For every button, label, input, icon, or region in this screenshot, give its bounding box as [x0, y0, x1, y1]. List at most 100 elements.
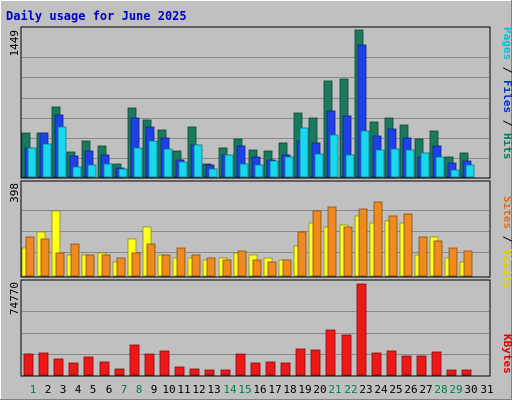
bar-sites-day-6 — [101, 254, 111, 277]
legend-hits-files-pages: Pages / Files / Hits — [501, 27, 512, 160]
bar-pages-day-21 — [329, 134, 339, 178]
bar-sites-day-12 — [191, 254, 201, 277]
bar-pages-day-27 — [420, 152, 430, 178]
x-tick-label: 7 — [121, 383, 128, 396]
bar-kbytes-day-23 — [356, 283, 367, 376]
bar-sites-day-15 — [237, 250, 247, 277]
bar-pages-day-5 — [87, 164, 97, 178]
x-tick-label: 1 — [30, 383, 37, 396]
bar-pages-day-3 — [57, 126, 67, 178]
bar-pages-day-12 — [193, 144, 203, 178]
bar-sites-day-26 — [403, 213, 413, 277]
x-tick-label: 12 — [192, 383, 205, 396]
bar-pages-day-22 — [345, 154, 355, 178]
x-tick-label: 16 — [253, 383, 266, 396]
bar-sites-day-19 — [297, 231, 307, 277]
y-max-label-sites: 398 — [8, 183, 21, 203]
x-tick-label: 11 — [177, 383, 190, 396]
bar-sites-day-23 — [358, 208, 368, 277]
bar-pages-day-11 — [178, 161, 188, 178]
x-tick-label: 27 — [419, 383, 432, 396]
x-tick-label: 30 — [464, 383, 477, 396]
x-tick-label: 6 — [106, 383, 113, 396]
bar-sites-day-13 — [206, 257, 216, 277]
bar-pages-day-15 — [239, 163, 249, 178]
bar-kbytes-day-28 — [431, 351, 442, 376]
bar-pages-day-10 — [163, 148, 173, 178]
x-tick-label: 9 — [151, 383, 158, 396]
bar-sites-day-1 — [25, 236, 35, 277]
bar-kbytes-day-7 — [114, 368, 125, 376]
bar-kbytes-day-18 — [280, 362, 291, 376]
bar-pages-day-13 — [208, 168, 218, 178]
x-tick-label: 25 — [389, 383, 402, 396]
bar-pages-day-18 — [284, 156, 294, 178]
legend-files: Files — [501, 80, 512, 113]
x-tick-label: 31 — [480, 383, 493, 396]
bar-kbytes-day-30 — [461, 369, 472, 376]
legend-sep: / — [501, 60, 512, 80]
bar-kbytes-day-16 — [250, 362, 261, 376]
bar-pages-day-9 — [148, 140, 158, 178]
bar-kbytes-day-5 — [83, 356, 94, 376]
bar-sites-day-17 — [267, 261, 277, 277]
bar-sites-day-4 — [70, 243, 80, 277]
bar-pages-day-8 — [133, 147, 143, 178]
bar-kbytes-day-8 — [129, 344, 140, 376]
x-tick-label: 2 — [45, 383, 52, 396]
bar-kbytes-day-22 — [341, 334, 352, 376]
x-tick-label: 4 — [75, 383, 82, 396]
panel-kbytes-area — [20, 279, 491, 377]
x-tick-label: 8 — [136, 383, 143, 396]
bar-pages-day-2 — [42, 143, 52, 178]
x-tick-label: 3 — [60, 383, 67, 396]
bar-sites-day-22 — [343, 226, 353, 277]
bar-kbytes-day-1 — [23, 353, 34, 376]
bar-sites-day-2 — [40, 238, 50, 277]
bar-pages-day-16 — [254, 164, 264, 178]
bar-kbytes-day-26 — [401, 355, 412, 376]
bar-pages-day-24 — [375, 149, 385, 178]
bar-pages-day-25 — [390, 148, 400, 178]
bar-kbytes-day-10 — [159, 350, 170, 376]
bar-kbytes-day-27 — [416, 355, 427, 376]
bar-sites-day-7 — [116, 257, 126, 277]
y-max-label-kbytes: 74770 — [8, 282, 21, 315]
x-tick-label: 10 — [162, 383, 175, 396]
x-tick-label: 22 — [344, 383, 357, 396]
legend-sites-visits: Sites / Visits — [501, 196, 512, 289]
bar-sites-day-9 — [146, 243, 156, 277]
x-tick-label: 29 — [449, 383, 462, 396]
bar-kbytes-day-9 — [144, 353, 155, 376]
legend-pages: Pages — [501, 27, 512, 60]
bar-kbytes-day-11 — [174, 366, 185, 376]
bar-kbytes-day-15 — [235, 353, 246, 376]
x-tick-label: 18 — [283, 383, 296, 396]
bar-sites-day-11 — [176, 247, 186, 277]
x-tick-label: 13 — [207, 383, 220, 396]
bar-pages-day-17 — [269, 160, 279, 178]
bar-sites-day-27 — [418, 236, 428, 277]
bar-sites-day-3 — [55, 252, 65, 277]
bar-kbytes-day-2 — [38, 352, 49, 376]
bar-pages-day-14 — [224, 154, 234, 178]
legend-sites: Sites — [501, 196, 512, 229]
bar-pages-day-4 — [72, 166, 82, 178]
legend-kbytes: KBytes — [501, 334, 512, 374]
legend-sep: / — [501, 229, 512, 249]
bar-pages-day-28 — [435, 156, 445, 178]
bar-kbytes-day-12 — [189, 368, 200, 376]
bar-sites-day-29 — [448, 247, 458, 277]
bar-kbytes-day-4 — [68, 362, 79, 376]
x-tick-label: 14 — [223, 383, 237, 396]
bar-pages-day-23 — [360, 130, 370, 178]
bar-sites-day-25 — [388, 215, 398, 277]
bar-kbytes-day-20 — [310, 349, 321, 376]
bar-pages-day-1 — [27, 147, 37, 178]
bar-pages-day-30 — [465, 164, 475, 178]
x-tick-label: 26 — [404, 383, 417, 396]
bar-sites-day-24 — [373, 201, 383, 277]
bar-sites-day-10 — [161, 254, 171, 277]
bar-sites-day-16 — [252, 259, 262, 277]
